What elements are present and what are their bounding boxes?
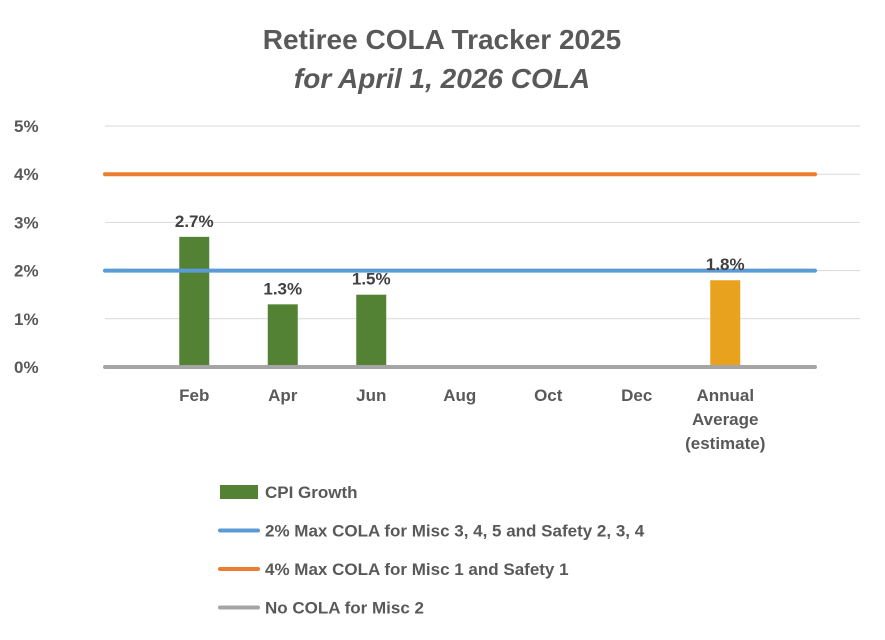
legend-label: No COLA for Misc 2 (265, 599, 424, 618)
bar (710, 280, 741, 367)
chart-subtitle: for April 1, 2026 COLA (294, 63, 590, 94)
x-tick-line: Annual (696, 386, 754, 405)
x-tick-label: Aug (443, 386, 476, 405)
y-tick-label: 4% (14, 165, 39, 184)
data-label: 1.3% (263, 279, 302, 298)
data-label: 1.5% (352, 270, 391, 289)
data-labels: 2.7% 1.3% 1.5% 1.8% (175, 212, 745, 298)
x-axis: Feb Apr Jun Aug Oct Dec Annual Average (estimate… (179, 386, 765, 453)
x-tick-line: Oct (534, 386, 563, 405)
x-tick-line: Average (692, 410, 758, 429)
data-label: 1.8% (706, 255, 745, 274)
legend-label: 2% Max COLA for Misc 3, 4, 5 and Safety … (265, 522, 645, 541)
bar (356, 294, 387, 367)
legend-swatch (220, 485, 258, 499)
y-tick-label: 1% (14, 310, 39, 329)
y-axis: 0% 1% 2% 3% 4% 5% (14, 117, 39, 377)
x-tick-line: Apr (268, 386, 298, 405)
legend-label: CPI Growth (265, 483, 358, 502)
x-tick-line: Aug (443, 386, 476, 405)
gridlines (105, 125, 860, 320)
x-tick-line: (estimate) (685, 434, 765, 453)
x-tick-label: Feb (179, 386, 209, 405)
y-tick-label: 0% (14, 358, 39, 377)
x-tick-line: Dec (621, 386, 652, 405)
x-tick-label: Dec (621, 386, 652, 405)
data-label: 2.7% (175, 212, 214, 231)
y-tick-label: 3% (14, 213, 39, 232)
threshold-lines (103, 172, 817, 369)
chart-title: Retiree COLA Tracker 2025 (263, 24, 622, 55)
x-tick-line: Feb (179, 386, 209, 405)
y-tick-label: 2% (14, 262, 39, 281)
x-tick-line: Jun (356, 386, 386, 405)
x-tick-label: Apr (268, 386, 298, 405)
bar (179, 236, 210, 367)
legend: CPI Growth 2% Max COLA for Misc 3, 4, 5 a… (218, 483, 645, 618)
y-tick-label: 5% (14, 117, 39, 136)
x-tick-label: Jun (356, 386, 386, 405)
x-tick-label: Annual Average (estimate) (685, 386, 765, 453)
legend-label: 4% Max COLA for Misc 1 and Safety 1 (265, 560, 569, 579)
bar-series (179, 236, 741, 367)
bar (267, 304, 298, 367)
x-tick-label: Oct (534, 386, 563, 405)
